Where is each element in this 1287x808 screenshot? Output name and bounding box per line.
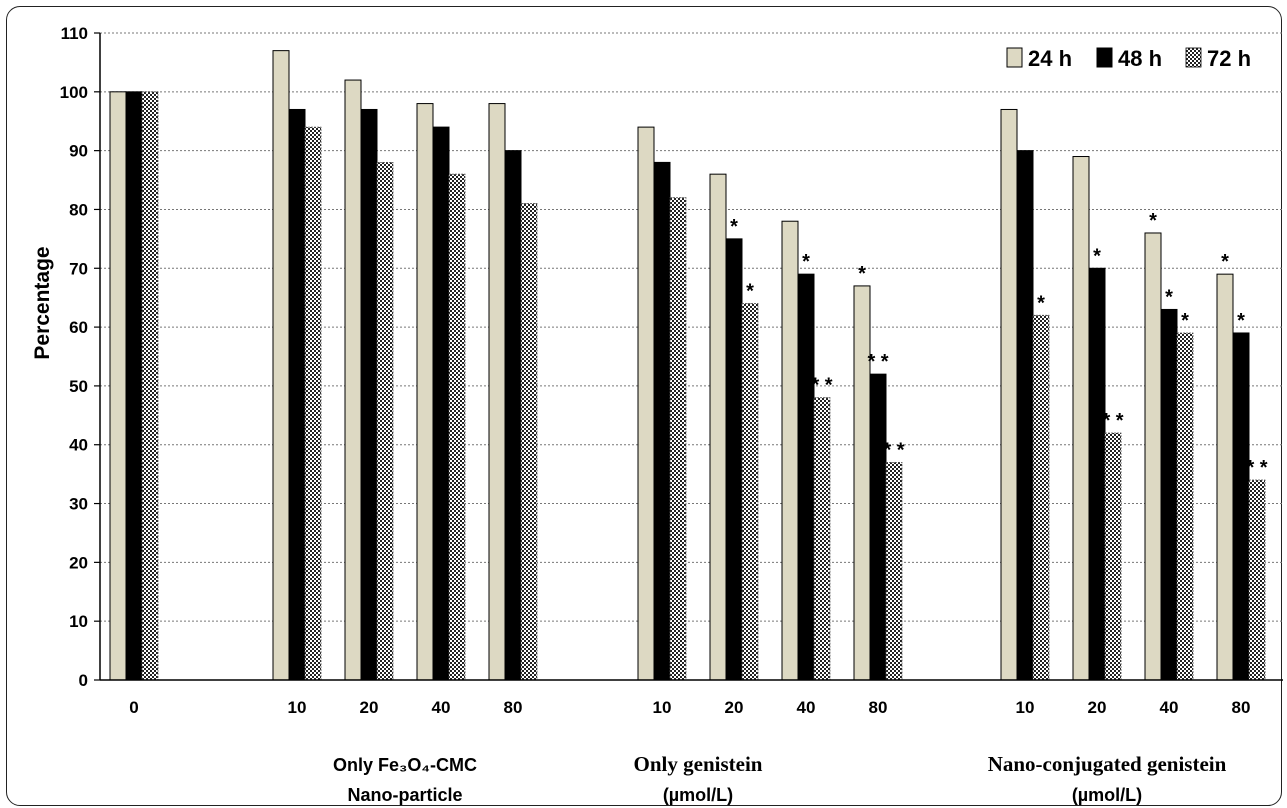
bar-24h-7 xyxy=(781,220,799,681)
y-tick-label: 110 xyxy=(61,24,88,43)
bar-48h-6 xyxy=(725,238,743,681)
legend: 24 h 48 h 72 h xyxy=(1006,46,1251,71)
group-label-line2: (µmol/L) xyxy=(1072,785,1142,805)
bar-72h-5 xyxy=(669,197,687,681)
significance-label: * xyxy=(730,216,738,238)
group-label-line1: Only Fe₃O₄-CMC xyxy=(333,755,477,775)
y-tick-label: 20 xyxy=(69,553,88,572)
bar-48h-3 xyxy=(432,126,450,681)
significance-label: * * xyxy=(811,375,832,397)
x-tick-label: 80 xyxy=(504,698,523,717)
bar-72h-9 xyxy=(1032,314,1050,681)
bar-48h-10 xyxy=(1088,267,1106,681)
y-tick-label: 30 xyxy=(69,495,88,514)
y-tick-label: 80 xyxy=(69,200,88,219)
significance-label: * * xyxy=(1246,457,1267,479)
significance-label: * xyxy=(1237,310,1245,332)
bar-24h-9 xyxy=(1000,108,1018,681)
y-tick-label: 100 xyxy=(60,83,88,102)
bars: * * * * * * * * * * * * * * * * * * * * * xyxy=(109,50,1268,681)
bar-24h-11 xyxy=(1144,232,1162,681)
x-tick-label: 80 xyxy=(869,698,888,717)
bar-72h-12 xyxy=(1248,479,1266,681)
significance-label: * xyxy=(1093,245,1101,267)
significance-label: * xyxy=(802,251,810,273)
bar-48h-9 xyxy=(1016,150,1034,681)
significance-label: * xyxy=(1149,210,1157,232)
bar-24h-12 xyxy=(1216,273,1234,681)
bar-48h-12 xyxy=(1232,332,1250,681)
y-tick-label: 50 xyxy=(69,377,88,396)
bar-24h-4 xyxy=(488,103,506,681)
y-tick-label: 60 xyxy=(69,318,88,337)
bar-72h-3 xyxy=(448,173,466,681)
legend-swatch xyxy=(1096,47,1113,68)
bar-72h-11 xyxy=(1176,332,1194,681)
x-tick-label: 40 xyxy=(1160,698,1179,717)
bar-72h-7 xyxy=(813,397,831,681)
bar-72h-2 xyxy=(376,161,394,681)
bar-48h-4 xyxy=(504,150,522,681)
significance-label: * xyxy=(1181,310,1189,332)
group-label-line1: Only genistein xyxy=(634,752,763,776)
significance-label: * * xyxy=(867,351,888,373)
bar-72h-6 xyxy=(741,303,759,681)
x-tick-label: 0 xyxy=(129,698,138,717)
bar-48h-5 xyxy=(653,161,671,681)
bar-24h-2 xyxy=(344,79,362,681)
legend-label: 72 h xyxy=(1207,46,1251,71)
legend-swatch xyxy=(1006,47,1023,68)
y-axis: 0 10 20 30 40 50 60 70 80 90 100 110 xyxy=(60,24,101,690)
x-tick-label: 20 xyxy=(360,698,379,717)
y-tick-label: 10 xyxy=(69,612,88,631)
bar-72h-4 xyxy=(520,203,538,681)
significance-label: * xyxy=(1165,286,1173,308)
x-tick-label: 40 xyxy=(797,698,816,717)
significance-label: * * xyxy=(883,439,904,461)
bar-48h-2 xyxy=(360,108,378,681)
bar-48h-1 xyxy=(288,108,306,681)
group-label-line2: (µmol/L) xyxy=(663,785,733,805)
significance-label: * xyxy=(746,281,754,303)
legend-swatch xyxy=(1185,47,1202,68)
bar-24h-8 xyxy=(853,285,871,681)
y-tick-label: 70 xyxy=(69,259,88,278)
bar-48h-11 xyxy=(1160,308,1178,681)
bar-24h-0 xyxy=(109,91,127,681)
bar-72h-10 xyxy=(1104,432,1122,681)
bar-48h-0 xyxy=(125,91,143,681)
legend-label: 24 h xyxy=(1028,46,1072,71)
group-label-line2: Nano-particle xyxy=(347,785,462,805)
x-tick-label: 40 xyxy=(432,698,451,717)
bar-48h-7 xyxy=(797,273,815,681)
group-label-line1: Nano-conjugated genistein xyxy=(988,752,1227,776)
x-tick-label: 10 xyxy=(1016,698,1035,717)
x-tick-label: 10 xyxy=(288,698,307,717)
y-tick-label: 0 xyxy=(79,671,88,690)
bar-72h-0 xyxy=(141,91,159,681)
bar-48h-8 xyxy=(869,373,887,681)
bar-24h-1 xyxy=(272,50,290,681)
bar-72h-8 xyxy=(885,461,903,681)
significance-label: * xyxy=(1221,251,1229,273)
significance-label: * * xyxy=(1102,410,1123,432)
group-labels: Only Fe₃O₄-CMC Nano-particle Only genistei… xyxy=(333,752,1227,805)
significance-label: * xyxy=(1037,292,1045,314)
y-tick-label: 40 xyxy=(69,436,88,455)
bar-72h-1 xyxy=(304,126,322,681)
x-tick-label: 80 xyxy=(1232,698,1251,717)
y-axis-title: Percentage xyxy=(31,246,54,359)
x-tick-label: 10 xyxy=(653,698,672,717)
bar-24h-6 xyxy=(709,173,727,681)
x-tick-label: 20 xyxy=(725,698,744,717)
legend-label: 48 h xyxy=(1118,46,1162,71)
bar-24h-5 xyxy=(637,126,655,681)
significance-label: * xyxy=(858,263,866,285)
y-tick-label: 90 xyxy=(69,142,88,161)
x-axis: 0 10 20 40 80 10 20 40 80 10 20 40 80 xyxy=(100,679,1283,717)
x-tick-label: 20 xyxy=(1088,698,1107,717)
bar-24h-3 xyxy=(416,103,434,681)
bar-24h-10 xyxy=(1072,156,1090,681)
